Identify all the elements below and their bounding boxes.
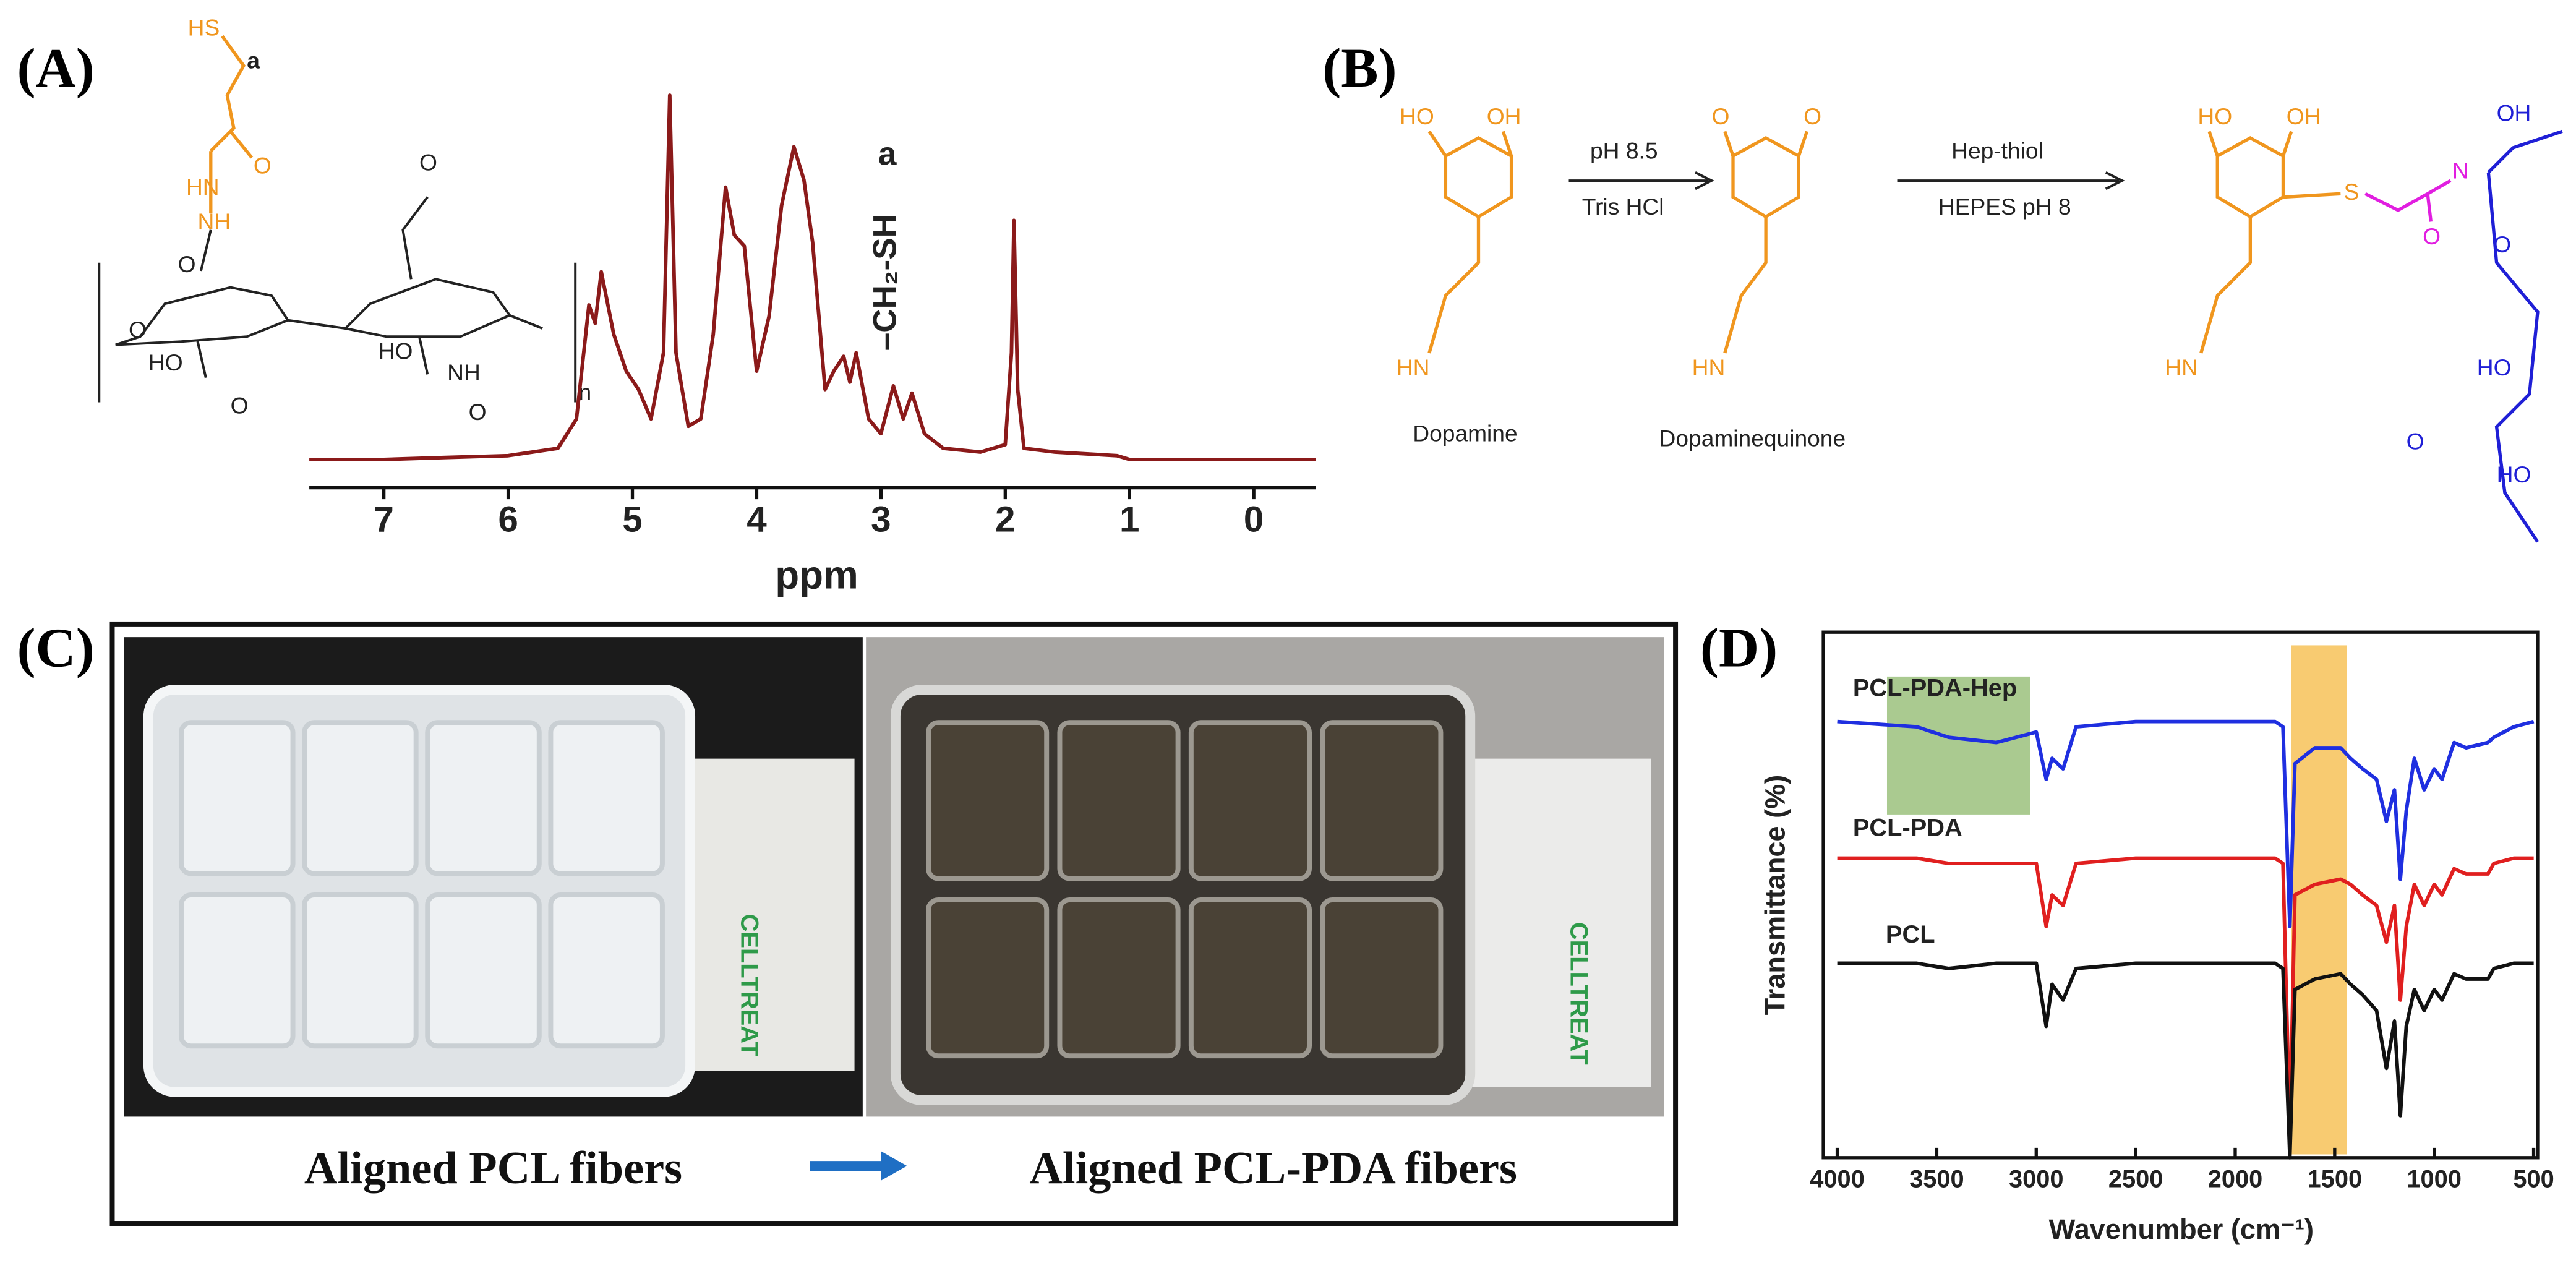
spectrum-line [1837, 719, 2535, 928]
label-card [682, 758, 855, 1071]
bond [2486, 129, 2563, 543]
label-card [1470, 758, 1651, 1087]
panel-label: (C) [17, 617, 95, 678]
condition: Tris HCl [1582, 194, 1664, 220]
y-axis-label: Transmittance (%) [1760, 775, 1791, 1016]
atom-label: O [1712, 103, 1730, 129]
x-tick-label: 2000 [2208, 1165, 2263, 1192]
bond [2199, 131, 2341, 354]
bond [98, 196, 577, 403]
wells [926, 720, 1444, 1059]
highlight-band [1886, 676, 2030, 815]
atom-label: OH [1487, 103, 1521, 129]
atom-label: HS [188, 15, 220, 41]
x-tick-label: 0 [1244, 500, 1264, 540]
atom-label: O [2423, 223, 2441, 249]
reaction-scheme: HO OH HN Dopamine pH 8.5 Tris HCl O O HN… [1397, 100, 2563, 543]
x-axis-label: ppm [775, 552, 858, 597]
panel-label: (B) [1322, 37, 1397, 99]
atom-label: a [247, 48, 260, 74]
atom-label: O [2493, 231, 2511, 257]
caption: Aligned PCL fibers [304, 1143, 682, 1194]
x-tick-label: 3000 [2009, 1165, 2064, 1192]
brand-label: CELLTREAT [1565, 922, 1592, 1065]
bond [209, 35, 254, 159]
x-tick-label: 4 [747, 500, 767, 540]
series-label: PCL [1886, 921, 1935, 948]
bond [1723, 131, 1809, 354]
atom-label: HO [2477, 354, 2512, 380]
x-tick-label: 1000 [2407, 1165, 2462, 1192]
arrow-head [881, 1151, 907, 1181]
ring [1731, 135, 1800, 219]
axes-frame [1821, 630, 2540, 1160]
atom-label: O [469, 399, 487, 425]
x-tick-label: 2500 [2108, 1165, 2163, 1192]
spectrum-line [309, 93, 1316, 461]
atom-label: HN [186, 174, 220, 200]
atom-label: O [254, 153, 272, 179]
ring [2215, 135, 2285, 219]
condition: pH 8.5 [1590, 138, 1658, 164]
x-tick-label: 1 [1119, 500, 1139, 540]
atom-label: HO [2497, 461, 2531, 487]
x-tick-label: 2 [995, 500, 1015, 540]
atom-label: NH [198, 208, 231, 234]
series-label: PCL-PDA [1853, 814, 1962, 841]
x-tick-label: 500 [2513, 1165, 2554, 1192]
panel-label: (A) [17, 37, 95, 99]
atom-label: HN [2165, 354, 2198, 380]
x-tick-label: 6 [498, 500, 518, 540]
atom-label: HO [1400, 103, 1434, 129]
brand-label: CELLTREAT [735, 914, 763, 1057]
atom-label: S [2344, 179, 2360, 205]
atom-label: O [231, 392, 249, 418]
atom-label: O [178, 251, 196, 277]
x-tick-label: 3 [871, 500, 891, 540]
x-tick-label: 7 [374, 500, 393, 540]
atom-label: HO [148, 349, 183, 375]
wells [179, 720, 665, 1049]
x-tick-label: 4000 [1810, 1165, 1865, 1192]
atom-label: HN [1692, 354, 1726, 380]
atom-label: OH [2497, 100, 2531, 126]
compound-name: Dopaminequinone [1659, 425, 1846, 451]
atom-label: HO [379, 338, 413, 364]
atom-label: N [2452, 158, 2469, 184]
heparin-thiol-structure: HS a O HN NH O O HO O O HO NH O n [98, 15, 591, 425]
caption: Aligned PCL-PDA fibers [1029, 1143, 1517, 1194]
arrow [1568, 171, 1714, 190]
arrow [1897, 171, 2125, 190]
atom-label: OH [2287, 103, 2321, 129]
annotation: a [878, 135, 897, 172]
compound-name: Dopamine [1413, 420, 1517, 446]
atom-label: NH [447, 359, 481, 385]
atom-label: O [419, 149, 437, 175]
panel-label: (D) [1700, 617, 1778, 678]
condition: Hep-thiol [1951, 138, 2043, 164]
ring [1444, 135, 1513, 219]
atom-label: O [1804, 103, 1821, 129]
x-axis-label: Wavenumber (cm⁻¹) [2049, 1213, 2314, 1245]
photo-panel: CELLTREAT CELLTREAT Aligned PCL fibers A… [109, 621, 1679, 1226]
series-label: PCL-PDA-Hep [1853, 675, 2017, 702]
condition: HEPES pH 8 [1938, 194, 2071, 220]
annotation: –CH₂-SH [867, 214, 904, 351]
atom-label: HN [1397, 354, 1430, 380]
highlight-band [2291, 645, 2347, 1155]
bond [1427, 130, 1513, 354]
spectrum-line [1837, 856, 2534, 1134]
atom-label: HO [2197, 103, 2232, 129]
atom-label: O [2407, 429, 2424, 455]
spectrum-line [1837, 961, 2534, 1160]
atom-label: O [129, 317, 147, 343]
bond [2364, 179, 2452, 222]
x-tick-label: 3500 [1909, 1165, 1964, 1192]
x-tick-label: 5 [622, 500, 642, 540]
x-tick-label: 1500 [2308, 1165, 2363, 1192]
